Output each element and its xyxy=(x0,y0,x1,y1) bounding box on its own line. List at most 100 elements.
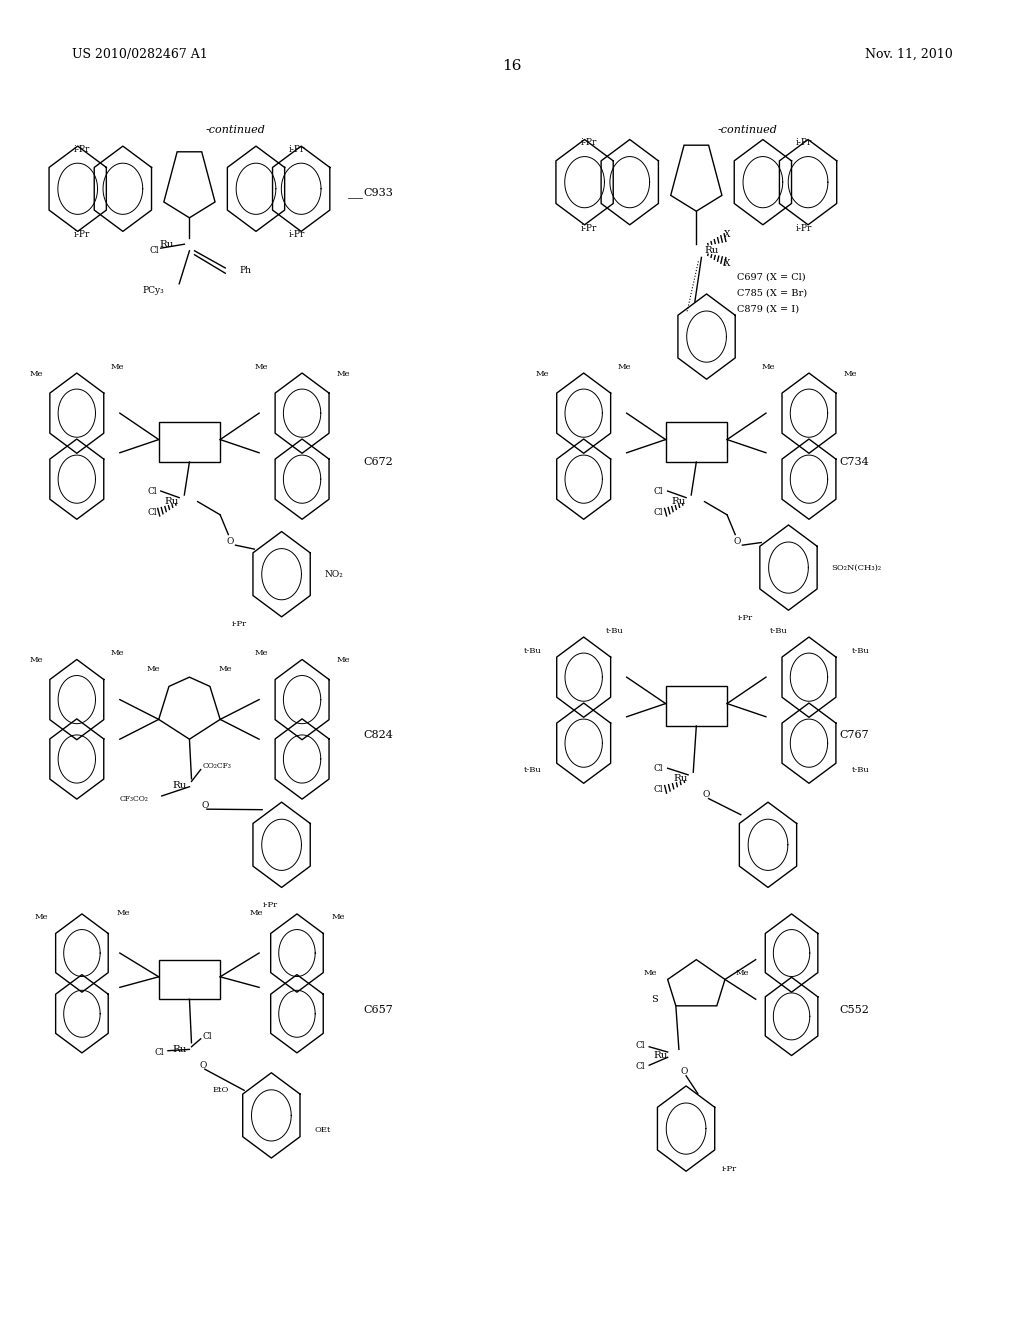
Text: Me: Me xyxy=(29,656,43,664)
Text: t-Bu: t-Bu xyxy=(851,647,869,655)
Text: S: S xyxy=(650,995,657,1003)
Text: Ph: Ph xyxy=(240,267,252,275)
Text: Me: Me xyxy=(254,363,268,371)
Text: O: O xyxy=(199,1061,207,1069)
Polygon shape xyxy=(678,294,735,379)
Text: Me: Me xyxy=(254,649,268,657)
Text: Me: Me xyxy=(249,909,263,917)
Polygon shape xyxy=(50,660,103,739)
Polygon shape xyxy=(782,440,836,519)
Text: Ru: Ru xyxy=(705,247,719,255)
Text: O: O xyxy=(702,791,711,799)
Polygon shape xyxy=(50,374,103,453)
Text: C734: C734 xyxy=(840,457,869,467)
Text: Me: Me xyxy=(34,913,48,921)
Polygon shape xyxy=(270,974,324,1053)
Text: i-Pr: i-Pr xyxy=(74,231,90,239)
Text: t-Bu: t-Bu xyxy=(605,627,624,635)
Text: CO₂CF₃: CO₂CF₃ xyxy=(203,762,231,770)
Text: t-Bu: t-Bu xyxy=(769,627,787,635)
Polygon shape xyxy=(782,374,836,453)
Text: C785 (X = Br): C785 (X = Br) xyxy=(737,289,807,297)
Text: Me: Me xyxy=(111,649,125,657)
Text: Cl: Cl xyxy=(654,764,664,772)
Text: i-Pr: i-Pr xyxy=(581,224,597,232)
Text: Me: Me xyxy=(644,969,657,977)
Text: -continued: -continued xyxy=(718,125,777,136)
Text: i-Pr: i-Pr xyxy=(721,1164,736,1172)
Text: C824: C824 xyxy=(364,730,393,741)
Text: i-Pr: i-Pr xyxy=(738,614,754,622)
Polygon shape xyxy=(275,660,329,739)
Text: Cl: Cl xyxy=(203,1032,212,1040)
Text: Me: Me xyxy=(843,370,857,378)
Polygon shape xyxy=(55,913,109,993)
Polygon shape xyxy=(782,638,836,717)
Text: Ru: Ru xyxy=(653,1052,668,1060)
Text: Cl: Cl xyxy=(636,1063,645,1071)
Polygon shape xyxy=(601,140,658,224)
Text: CF₃CO₂: CF₃CO₂ xyxy=(120,795,148,803)
Polygon shape xyxy=(275,719,329,799)
Text: X: X xyxy=(724,260,730,268)
Text: C657: C657 xyxy=(364,1005,393,1015)
Text: Ru: Ru xyxy=(165,498,179,506)
Polygon shape xyxy=(557,704,610,783)
Text: Ru: Ru xyxy=(172,781,186,789)
Polygon shape xyxy=(253,803,310,887)
Text: O: O xyxy=(226,537,234,545)
Polygon shape xyxy=(50,719,103,799)
Polygon shape xyxy=(760,525,817,610)
Text: Cl: Cl xyxy=(654,785,664,793)
Text: C933: C933 xyxy=(364,187,393,198)
Text: i-Pr: i-Pr xyxy=(231,620,247,628)
Text: Me: Me xyxy=(735,969,749,977)
Polygon shape xyxy=(270,913,324,993)
Polygon shape xyxy=(557,440,610,519)
Text: Me: Me xyxy=(218,665,232,673)
Polygon shape xyxy=(275,374,329,453)
Text: i-Pr: i-Pr xyxy=(262,902,278,909)
Text: C672: C672 xyxy=(364,457,393,467)
Text: X: X xyxy=(724,231,730,239)
Polygon shape xyxy=(779,140,837,224)
Text: -continued: -continued xyxy=(206,125,265,136)
Polygon shape xyxy=(50,440,103,519)
Text: Cl: Cl xyxy=(147,508,157,516)
Polygon shape xyxy=(557,374,610,453)
Polygon shape xyxy=(734,140,792,224)
Text: Ru: Ru xyxy=(674,775,688,783)
Polygon shape xyxy=(765,913,818,993)
Text: t-Bu: t-Bu xyxy=(851,766,869,774)
Text: Cl: Cl xyxy=(147,487,157,495)
Text: Me: Me xyxy=(761,363,775,371)
Text: Me: Me xyxy=(29,370,43,378)
Text: C767: C767 xyxy=(840,730,869,741)
Text: Me: Me xyxy=(116,909,130,917)
Text: t-Bu: t-Bu xyxy=(523,766,542,774)
Text: Me: Me xyxy=(617,363,632,371)
Polygon shape xyxy=(227,147,285,231)
Text: i-Pr: i-Pr xyxy=(796,224,812,232)
Text: Me: Me xyxy=(336,370,350,378)
Polygon shape xyxy=(765,977,818,1056)
Text: Ru: Ru xyxy=(672,498,686,506)
Text: Nov. 11, 2010: Nov. 11, 2010 xyxy=(864,48,952,61)
Text: SO₂N(CH₃)₂: SO₂N(CH₃)₂ xyxy=(831,564,882,572)
Text: PCy₃: PCy₃ xyxy=(142,286,164,294)
Text: OEt: OEt xyxy=(314,1126,331,1134)
Text: i-Pr: i-Pr xyxy=(289,145,305,153)
Polygon shape xyxy=(272,147,330,231)
Polygon shape xyxy=(556,140,613,224)
Polygon shape xyxy=(49,147,106,231)
Polygon shape xyxy=(253,532,310,616)
Polygon shape xyxy=(55,974,109,1053)
Text: t-Bu: t-Bu xyxy=(523,647,542,655)
Text: O: O xyxy=(680,1068,688,1076)
Polygon shape xyxy=(657,1086,715,1171)
Text: Me: Me xyxy=(536,370,550,378)
Text: C552: C552 xyxy=(840,1005,869,1015)
Text: 16: 16 xyxy=(502,59,522,74)
Text: EtO: EtO xyxy=(212,1086,228,1094)
Text: O: O xyxy=(201,801,209,809)
